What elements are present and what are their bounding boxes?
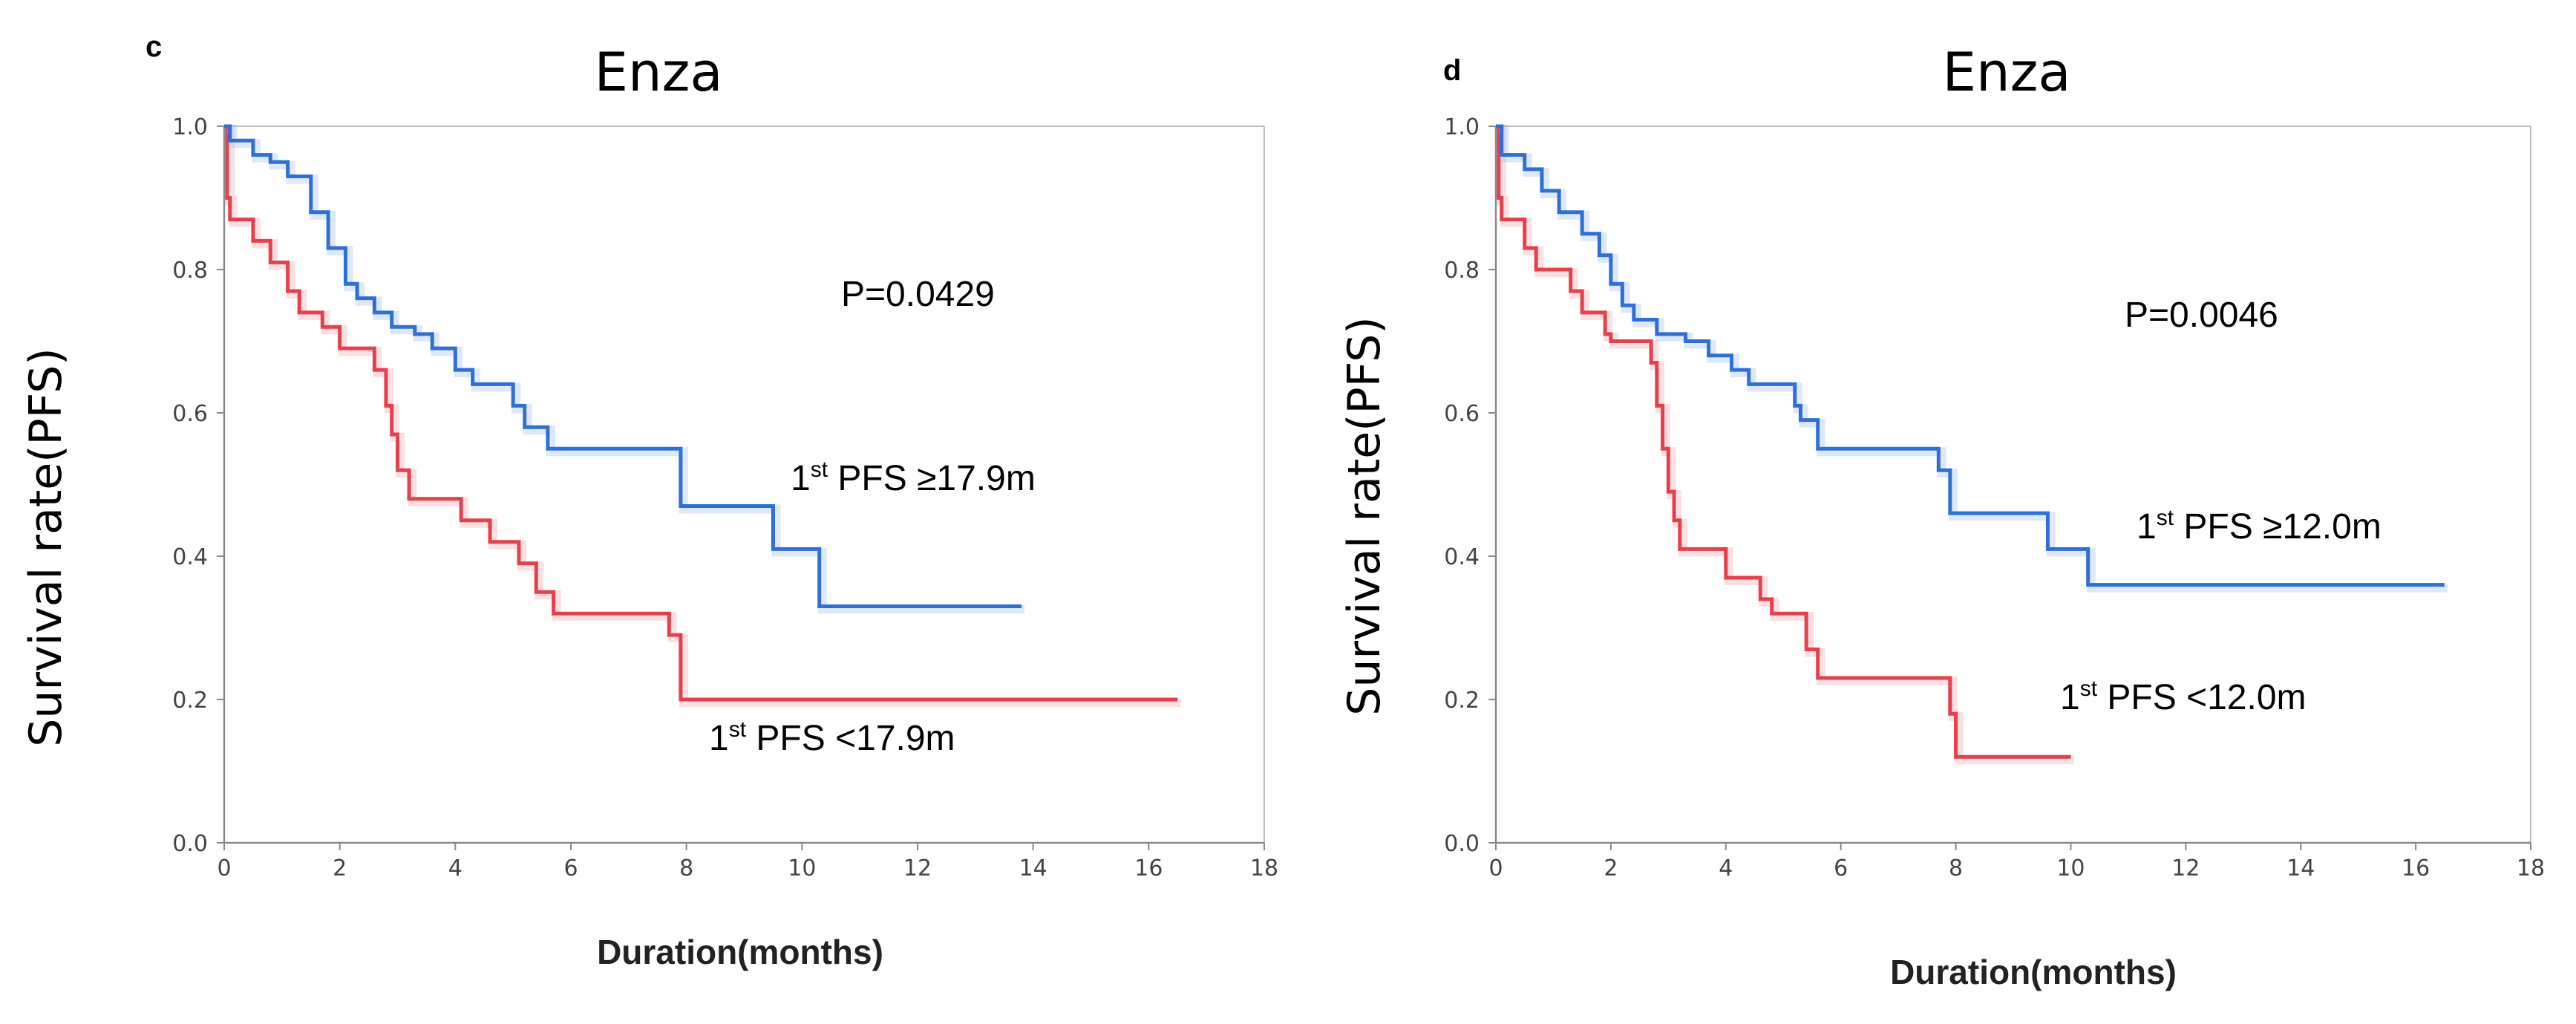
y-tick-label: 0.2 <box>172 688 208 714</box>
x-tick-label: 12 <box>903 855 932 881</box>
x-tick-label: 10 <box>788 855 816 881</box>
y-tick-label: 1.0 <box>172 114 208 140</box>
km-curve-high <box>224 124 1022 609</box>
x-tick-label: 16 <box>1134 855 1163 881</box>
x-tick-label: 6 <box>563 855 578 881</box>
x-tick-label: 12 <box>2171 855 2200 881</box>
y-tick-label: 0.6 <box>172 401 208 427</box>
y-tick-label: 0.8 <box>1444 258 1480 284</box>
p-value-annotation: P=0.0429 <box>841 275 995 314</box>
y-tick-label: 0.4 <box>172 544 208 570</box>
x-tick-label: 0 <box>217 855 231 881</box>
legend-label-high: 1st PFS ≥12.0m <box>2137 506 2382 547</box>
label-num: 1 <box>709 719 729 758</box>
chart-title: Enza <box>1942 41 2070 103</box>
x-tick-label: 4 <box>448 855 462 881</box>
km-curve-shadow <box>225 125 1181 707</box>
x-tick-label: 14 <box>2286 855 2315 881</box>
x-axis-label: Duration(months) <box>597 933 883 971</box>
legend-label-low: 1st PFS <12.0m <box>2060 676 2307 717</box>
y-tick-label: 0.0 <box>1444 831 1480 857</box>
km-curve-shadow <box>1497 125 2074 765</box>
label-num: 1 <box>2060 678 2080 717</box>
x-tick-label: 18 <box>1250 855 1278 881</box>
panel-c: c Enza 0 2 4 6 8 10 12 14 16 18 0.0 0.2 0.4 0.6 0.8 1.0… <box>20 30 1278 971</box>
y-axis-label: Survival rate(PFS) <box>1338 316 1390 715</box>
panel-label: c <box>146 30 162 63</box>
y-tick-label: 0.4 <box>1444 544 1480 570</box>
km-curve-shadow <box>227 125 1025 614</box>
label-text: PFS ≥17.9m <box>828 459 1036 498</box>
x-tick-label: 8 <box>679 855 693 881</box>
y-tick-label: 0.2 <box>1444 688 1480 714</box>
label-sup: st <box>2157 506 2174 530</box>
y-tick-label: 0.0 <box>172 831 208 857</box>
panel-d: d Enza 0 2 4 6 8 10 12 14 16 18 0.0 0.2 0.4 0.6 0.8 1.0… <box>1338 41 2545 991</box>
label-num: 1 <box>791 459 811 498</box>
label-text: PFS <17.9m <box>746 719 955 758</box>
label-text: PFS <12.0m <box>2097 678 2306 717</box>
x-tick-label: 8 <box>1949 855 1963 881</box>
km-curve-low <box>1496 124 2071 759</box>
plot-area: 0 2 4 6 8 10 12 14 16 18 0.0 0.2 0.4 0.6 0.8 1.0 <box>172 114 1278 881</box>
x-tick-label: 6 <box>1834 855 1848 881</box>
panel-label: d <box>1443 54 1461 87</box>
x-tick-label: 18 <box>2517 855 2545 881</box>
legend-label-low: 1st PFS <17.9m <box>709 717 955 758</box>
x-tick-label: 16 <box>2402 855 2430 881</box>
label-num: 1 <box>2137 507 2157 547</box>
x-tick-label: 2 <box>333 855 347 881</box>
label-sup: st <box>811 457 828 482</box>
x-tick-label: 0 <box>1488 855 1503 881</box>
label-text: PFS ≥12.0m <box>2174 507 2382 547</box>
x-tick-label: 4 <box>1719 855 1733 881</box>
x-tick-label: 14 <box>1019 855 1047 881</box>
p-value-annotation: P=0.0046 <box>2125 296 2278 335</box>
km-curve-low <box>224 124 1178 702</box>
label-sup: st <box>2080 676 2098 701</box>
x-tick-label: 10 <box>2056 855 2085 881</box>
label-sup: st <box>729 717 747 742</box>
chart-title: Enza <box>594 41 722 103</box>
x-tick-label: 2 <box>1604 855 1618 881</box>
km-curve-high <box>1496 124 2445 587</box>
legend-label-high: 1st PFS ≥17.9m <box>791 457 1036 498</box>
y-tick-label: 0.6 <box>1444 401 1480 427</box>
x-axis-label: Duration(months) <box>1890 953 2177 991</box>
plot-area: 0 2 4 6 8 10 12 14 16 18 0.0 0.2 0.4 0.6 0.8 1.0 <box>1444 114 2545 881</box>
y-tick-label: 0.8 <box>172 258 208 284</box>
y-tick-label: 1.0 <box>1444 114 1480 140</box>
y-axis-label: Survival rate(PFS) <box>20 348 72 746</box>
